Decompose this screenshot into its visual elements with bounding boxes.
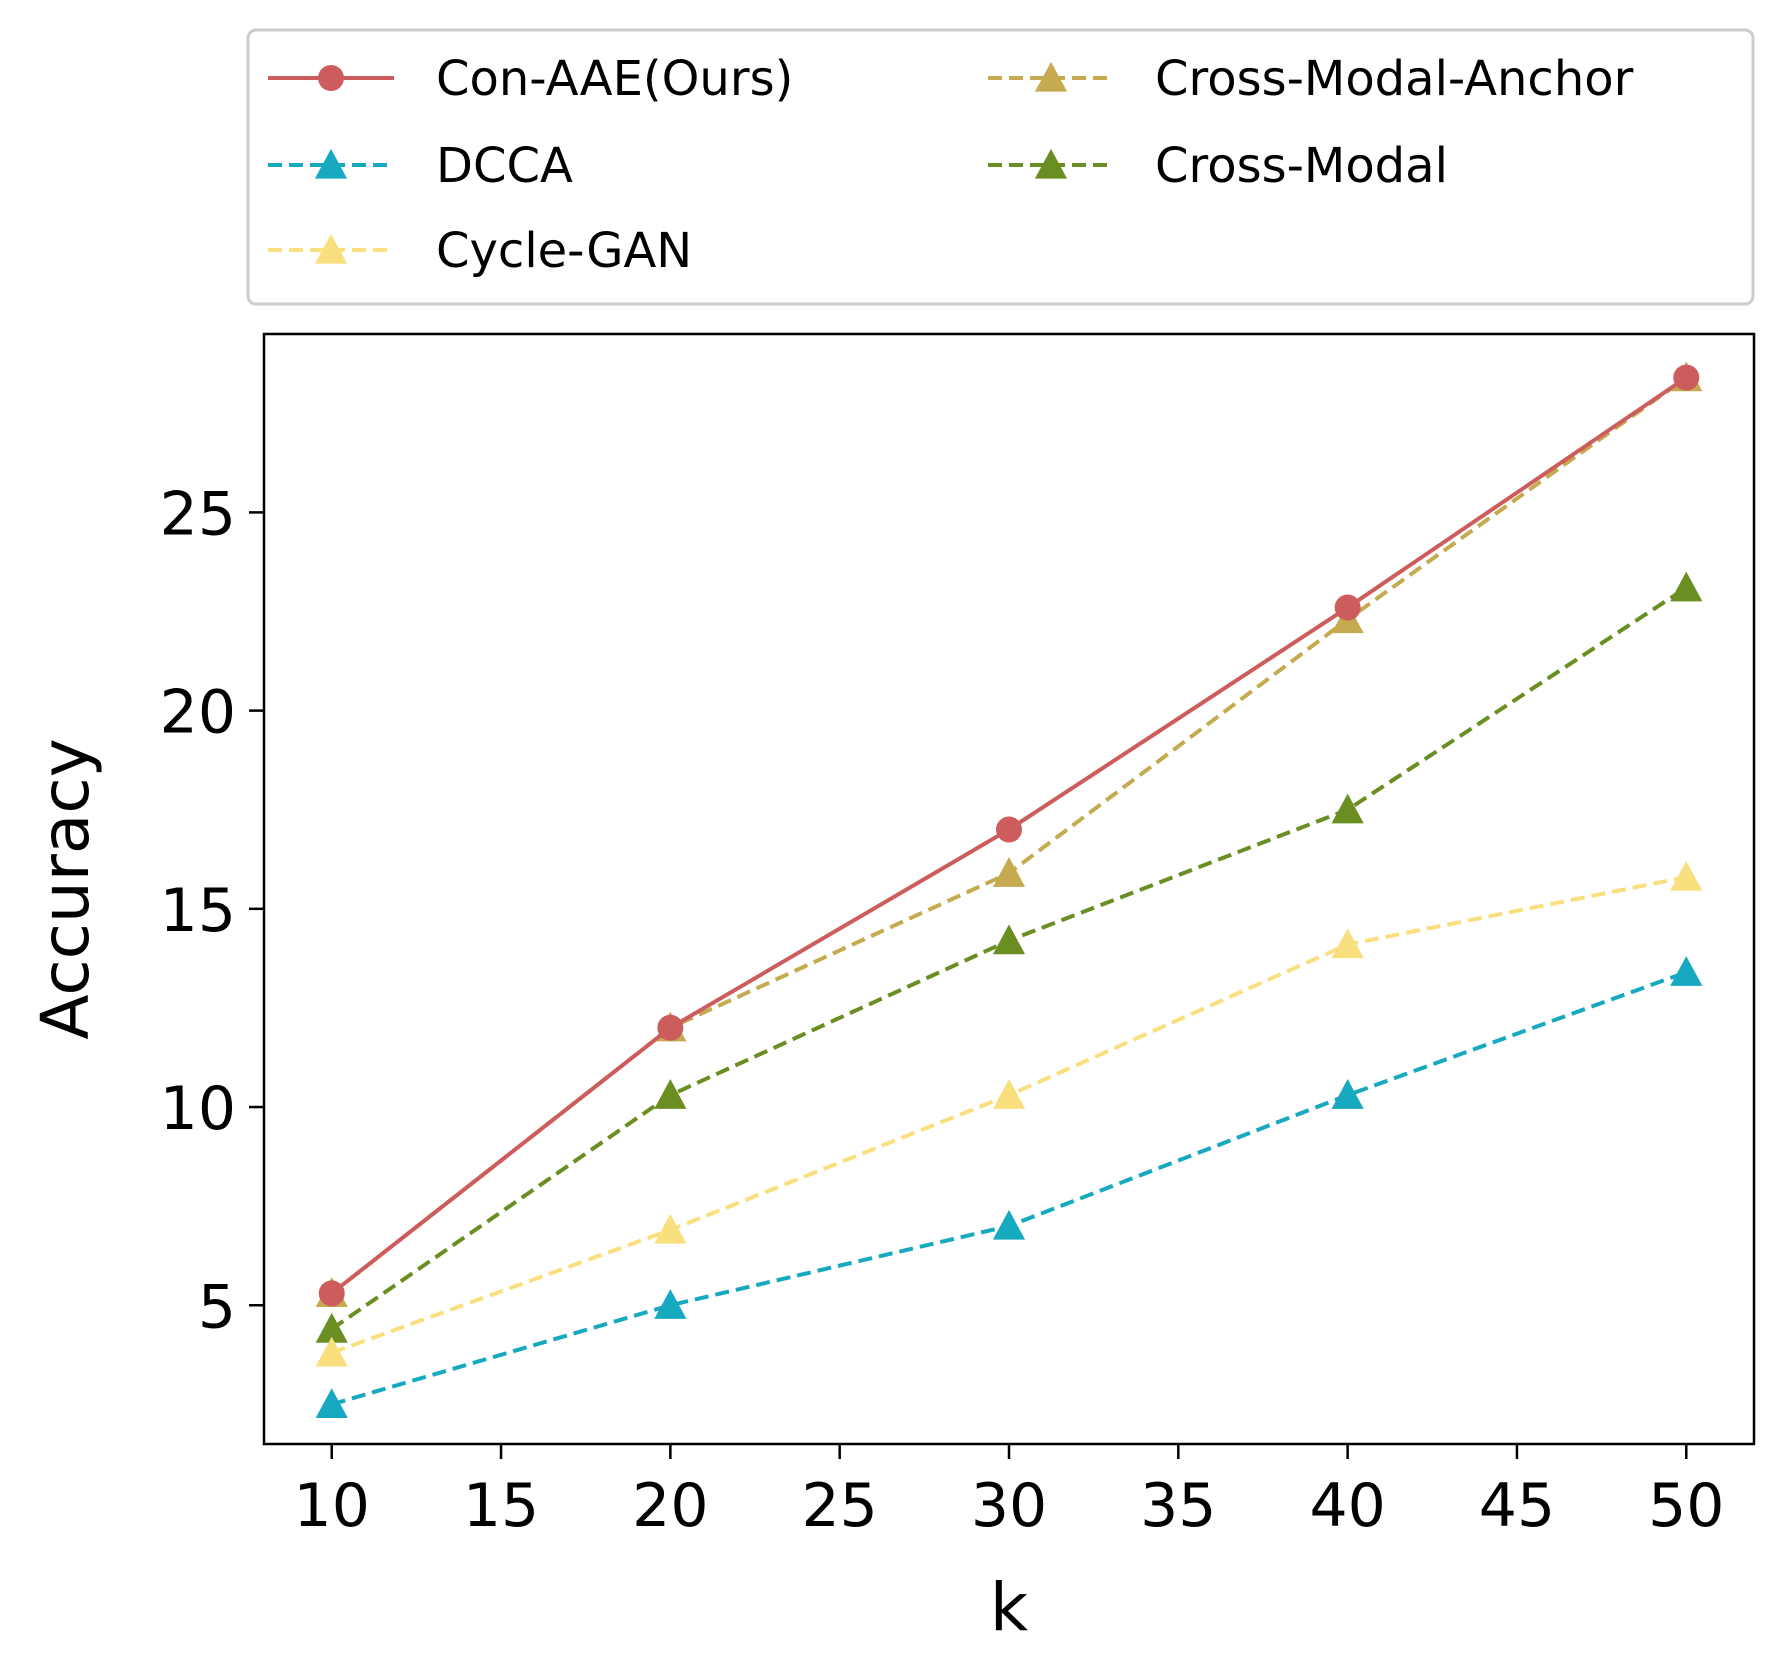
y-axis: 5 10 15 20 25 <box>160 479 264 1342</box>
data-point <box>318 1280 345 1307</box>
y-tick-label: 10 <box>160 1074 236 1144</box>
x-tick-label: 20 <box>632 1471 708 1541</box>
y-tick-label: 20 <box>160 678 236 748</box>
x-tick-label: 30 <box>971 1471 1047 1541</box>
legend-label: Cross-Modal <box>1155 138 1448 194</box>
y-tick-label: 15 <box>160 876 236 946</box>
data-point <box>654 1289 687 1319</box>
legend-item-cycle-gan: Cycle-GAN <box>268 223 692 279</box>
data-point <box>992 1079 1026 1109</box>
data-point <box>1334 594 1361 621</box>
data-point <box>1670 861 1703 891</box>
data-point <box>654 1079 687 1109</box>
data-point <box>1673 364 1700 391</box>
legend-item-con-aae-ours: Con-AAE(Ours) <box>268 51 793 107</box>
data-point <box>1331 793 1364 824</box>
x-tick-label: 45 <box>1479 1471 1555 1541</box>
y-axis-title: Accuracy <box>27 738 104 1039</box>
data-point <box>992 857 1026 887</box>
data-point <box>654 1213 687 1244</box>
legend-marker <box>314 233 348 264</box>
x-tick-label: 25 <box>802 1471 878 1541</box>
data-point <box>657 1014 684 1041</box>
legend-item-dcca: DCCA <box>268 138 573 194</box>
series-cross-modal <box>315 571 1703 1343</box>
series-cycle-gan <box>315 861 1703 1367</box>
x-axis-title: k <box>990 1569 1029 1646</box>
series-dcca <box>315 956 1703 1419</box>
legend-marker <box>1034 148 1068 179</box>
data-point <box>315 1336 348 1367</box>
data-point <box>1670 956 1703 986</box>
x-tick-label: 10 <box>294 1471 370 1541</box>
data-point <box>1331 928 1364 959</box>
data-point <box>315 1388 348 1419</box>
x-tick-label: 50 <box>1648 1471 1724 1541</box>
series-con-aae-ours <box>318 364 1700 1307</box>
x-tick-label: 15 <box>463 1471 539 1541</box>
legend-marker <box>314 148 348 179</box>
legend-item-cross-modal: Cross-Modal <box>988 138 1448 194</box>
x-axis: 10 15 20 25 30 35 40 45 50 <box>294 1444 1724 1541</box>
data-point <box>992 924 1026 955</box>
data-point <box>1331 1079 1364 1109</box>
y-tick-label: 25 <box>160 479 236 549</box>
y-tick-label: 5 <box>198 1272 236 1342</box>
data-point <box>1670 571 1703 602</box>
legend: Con-AAE(Ours) DCCA Cycle-GAN Cross-Modal-An… <box>246 28 1755 306</box>
series-layer <box>315 361 1703 1419</box>
x-tick-label: 40 <box>1309 1471 1385 1541</box>
legend-label: Con-AAE(Ours) <box>436 51 793 107</box>
x-tick-label: 35 <box>1140 1471 1216 1541</box>
legend-item-cross-modal-anchor: Cross-Modal-Anchor <box>988 51 1634 107</box>
data-point <box>996 816 1022 843</box>
legend-label: Cross-Modal-Anchor <box>1155 51 1634 107</box>
data-point <box>992 1209 1026 1240</box>
legend-marker <box>318 65 344 91</box>
legend-label: Cycle-GAN <box>436 223 692 279</box>
legend-marker <box>1034 61 1068 92</box>
data-point <box>315 1312 348 1343</box>
legend-label: DCCA <box>436 138 573 194</box>
